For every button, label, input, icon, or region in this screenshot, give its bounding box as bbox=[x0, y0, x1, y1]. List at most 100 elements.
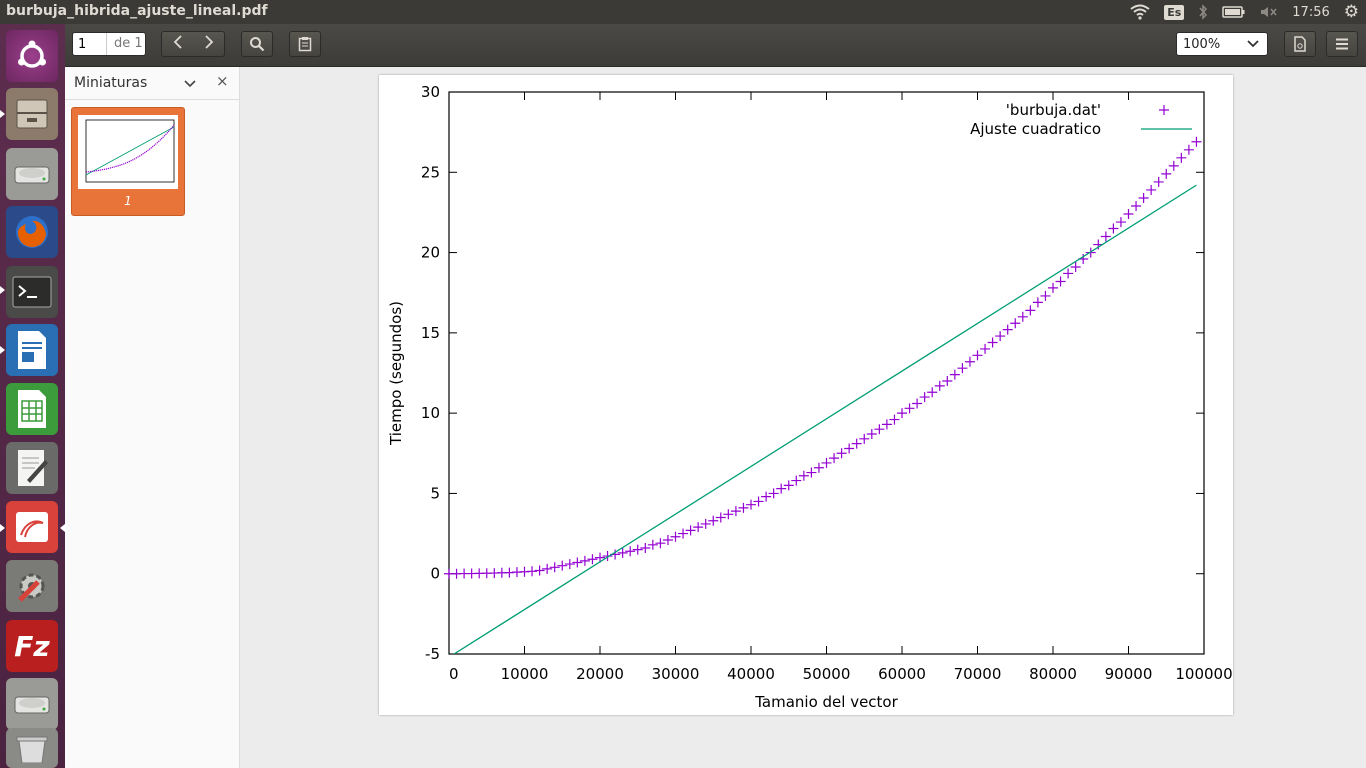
page-nav-group bbox=[161, 31, 225, 57]
data-point bbox=[1146, 184, 1157, 195]
data-point bbox=[942, 376, 953, 387]
page-thumbnail[interactable]: 1 bbox=[71, 107, 185, 216]
data-point bbox=[685, 525, 696, 536]
y-axis-label: Tiempo (segundos) bbox=[387, 301, 405, 446]
document-area[interactable]: 0 10000 20000 30000 40000 50000 60000 70000 8000… bbox=[240, 67, 1366, 768]
x-tick-label: 50000 bbox=[803, 665, 851, 683]
terminal-icon[interactable] bbox=[6, 266, 58, 318]
data-point bbox=[564, 559, 575, 570]
data-point bbox=[1176, 152, 1187, 163]
top-panel: burbuja_hibrida_ajuste_lineal.pdf Es 17:… bbox=[0, 0, 1366, 24]
x-tick-label: 0 bbox=[449, 665, 459, 683]
data-point bbox=[821, 457, 832, 468]
data-point bbox=[881, 419, 892, 430]
annotations-button[interactable] bbox=[289, 31, 321, 57]
data-point bbox=[904, 403, 915, 414]
close-icon: × bbox=[216, 72, 229, 90]
page-count-label: de 1 bbox=[106, 33, 143, 55]
drive-icon[interactable] bbox=[6, 148, 58, 200]
data-point bbox=[934, 380, 945, 391]
data-point bbox=[640, 543, 651, 554]
sidebar-close-button[interactable]: × bbox=[216, 72, 229, 90]
data-point bbox=[1191, 136, 1202, 147]
text-editor-icon[interactable] bbox=[6, 442, 58, 494]
sound-muted-icon[interactable] bbox=[1260, 5, 1278, 19]
document-viewer-icon[interactable] bbox=[6, 501, 58, 553]
data-point bbox=[836, 448, 847, 459]
firefox-icon[interactable] bbox=[6, 206, 58, 258]
wifi-icon[interactable] bbox=[1130, 4, 1150, 20]
data-point bbox=[723, 509, 734, 520]
calc-icon[interactable] bbox=[6, 383, 58, 435]
data-point bbox=[874, 424, 885, 435]
sidebar-header: Miniaturas × bbox=[65, 67, 239, 100]
data-point bbox=[527, 566, 538, 577]
series-line bbox=[452, 184, 1197, 654]
data-point bbox=[738, 502, 749, 513]
toolbar: de 1 100% bbox=[65, 24, 1366, 67]
data-point bbox=[957, 363, 968, 374]
next-page-button[interactable] bbox=[203, 35, 215, 53]
search-icon bbox=[250, 37, 265, 52]
y-tick-label: 25 bbox=[421, 163, 440, 181]
system-settings-icon[interactable] bbox=[6, 560, 58, 612]
zoom-selector[interactable]: 100% bbox=[1176, 32, 1268, 56]
sidebar-dropdown[interactable] bbox=[184, 76, 196, 92]
data-point bbox=[912, 398, 923, 409]
x-tick-label: 40000 bbox=[727, 665, 775, 683]
menu-button[interactable] bbox=[1326, 31, 1358, 57]
data-point bbox=[791, 475, 802, 486]
data-point bbox=[806, 467, 817, 478]
clock[interactable]: 17:56 bbox=[1292, 4, 1330, 20]
data-point bbox=[829, 453, 840, 464]
data-point bbox=[1131, 201, 1142, 212]
page-mode-button[interactable] bbox=[1284, 31, 1316, 57]
launcher: Fz bbox=[0, 24, 65, 768]
data-point bbox=[987, 337, 998, 348]
data-point bbox=[700, 518, 711, 529]
writer-icon[interactable] bbox=[6, 324, 58, 376]
trash-icon[interactable] bbox=[6, 728, 58, 768]
battery-icon[interactable] bbox=[1222, 5, 1246, 19]
gear-icon[interactable]: ⚙ bbox=[1343, 2, 1359, 22]
data-point bbox=[768, 488, 779, 499]
x-axis-label: Tamanio del vector bbox=[754, 693, 898, 711]
search-button[interactable] bbox=[241, 31, 273, 57]
data-point bbox=[1025, 305, 1036, 316]
document-icon bbox=[1294, 36, 1306, 52]
data-point bbox=[1017, 311, 1028, 322]
ubuntu-dash-icon[interactable] bbox=[6, 30, 58, 82]
page-number-input[interactable] bbox=[73, 35, 106, 53]
x-tick-label: 10000 bbox=[501, 665, 549, 683]
data-point bbox=[670, 531, 681, 542]
chevron-left-icon bbox=[173, 35, 182, 49]
thumbnail-label: 1 bbox=[124, 194, 132, 208]
data-point bbox=[1183, 144, 1194, 155]
keyboard-layout-indicator[interactable]: Es bbox=[1164, 4, 1185, 20]
pdf-page: 0 10000 20000 30000 40000 50000 60000 70000 8000… bbox=[379, 75, 1233, 715]
data-point bbox=[662, 534, 673, 545]
drive-icon-2[interactable] bbox=[6, 678, 58, 730]
data-point bbox=[549, 562, 560, 573]
data-point bbox=[1040, 290, 1051, 301]
chevron-right-icon bbox=[204, 35, 213, 49]
data-point bbox=[655, 538, 666, 549]
data-point bbox=[647, 539, 658, 550]
data-point bbox=[1168, 160, 1179, 171]
data-point bbox=[866, 429, 877, 440]
data-point bbox=[1108, 223, 1119, 234]
legend-swatch bbox=[1159, 105, 1169, 115]
data-point bbox=[844, 443, 855, 454]
previous-page-button[interactable] bbox=[172, 35, 184, 53]
files-icon[interactable] bbox=[6, 88, 58, 140]
chart: 0 10000 20000 30000 40000 50000 60000 70000 8000… bbox=[387, 83, 1233, 711]
data-point bbox=[964, 356, 975, 367]
bluetooth-icon[interactable] bbox=[1198, 4, 1208, 20]
filezilla-icon[interactable]: Fz bbox=[6, 620, 58, 672]
data-point bbox=[798, 470, 809, 481]
y-tick-label: 30 bbox=[421, 83, 440, 101]
data-point bbox=[995, 331, 1006, 342]
data-point bbox=[1070, 262, 1081, 273]
data-point bbox=[761, 491, 772, 502]
sidebar: Miniaturas × 1 bbox=[65, 67, 240, 768]
